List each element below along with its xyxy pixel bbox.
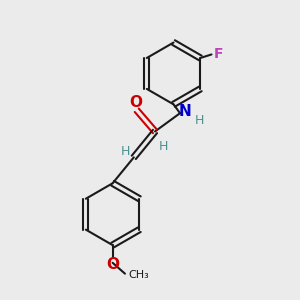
Text: O: O (106, 257, 119, 272)
Text: H: H (194, 114, 204, 127)
Text: H: H (159, 140, 169, 153)
Text: N: N (179, 104, 192, 119)
Text: CH₃: CH₃ (128, 270, 149, 280)
Text: H: H (120, 145, 130, 158)
Text: F: F (214, 46, 223, 61)
Text: O: O (129, 94, 142, 110)
